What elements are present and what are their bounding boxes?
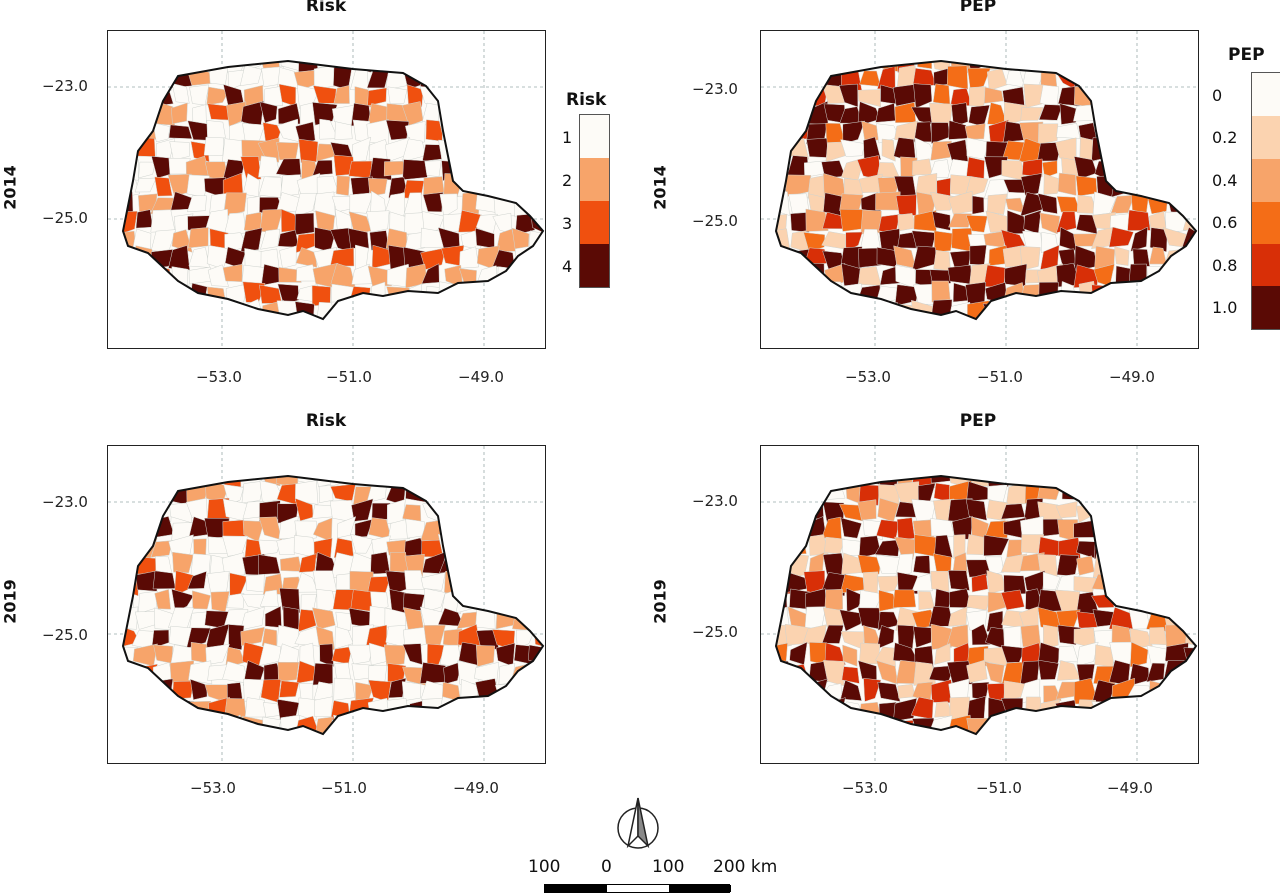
scale-bar-seg-2 [607, 885, 669, 892]
map-pep-2014-svg [761, 31, 1198, 348]
lon-tick-49-tr: −49.0 [1109, 368, 1155, 386]
map-risk-2019-svg [108, 446, 545, 763]
lat-tick-25-br: −25.0 [692, 623, 738, 641]
pep-legend-swatch-0 [1252, 73, 1280, 116]
lon-tick-49-br: −49.0 [1107, 779, 1153, 797]
pep-legend-label-0: 0 [1212, 86, 1223, 105]
map-risk-2014 [107, 30, 546, 349]
pep-legend-swatch-0.2 [1252, 116, 1280, 159]
row-label-2019-right: 2019 [650, 579, 670, 624]
north-arrow-icon [614, 796, 662, 856]
panel-title-pep-2014: PEP [959, 0, 997, 16]
lat-tick-25-bl: −25.0 [42, 626, 88, 644]
panel-title-risk-2014: Risk [305, 0, 347, 16]
lat-tick-25-tr: −25.0 [692, 212, 738, 230]
risk-legend-swatch-2 [580, 158, 609, 201]
panel-title-risk-2019: Risk [305, 411, 347, 431]
risk-legend [579, 114, 610, 288]
scale-label-0: 0 [601, 857, 612, 877]
risk-legend-swatch-4 [580, 244, 609, 287]
map-pep-2019 [760, 445, 1199, 764]
risk-legend-swatch-1 [580, 115, 609, 158]
map-pep-2019-svg [761, 446, 1198, 763]
lat-tick-23-tr: −23.0 [692, 80, 738, 98]
lat-tick-23-br: −23.0 [692, 492, 738, 510]
scale-label-100-left: 100 [528, 857, 561, 877]
pep-legend-title: PEP [1228, 45, 1265, 65]
risk-legend-label-3: 3 [562, 214, 573, 233]
row-label-2019-left: 2019 [0, 579, 20, 624]
pep-legend-swatch-0.6 [1252, 202, 1280, 244]
lon-tick-49-tl: −49.0 [458, 368, 504, 386]
lon-tick-51-bl: −51.0 [321, 779, 367, 797]
lat-tick-23-tl: −23.0 [42, 77, 88, 95]
lon-tick-53-tr: −53.0 [845, 368, 891, 386]
pep-legend-label-0.4: 0.4 [1212, 171, 1238, 190]
pep-legend-label-0.6: 0.6 [1212, 213, 1238, 232]
scale-label-100-right: 100 [652, 857, 685, 877]
pep-legend-swatch-0.8 [1252, 244, 1280, 286]
pep-legend-swatch-0.4 [1252, 159, 1280, 202]
risk-legend-label-4: 4 [562, 257, 573, 276]
lon-tick-51-tr: −51.0 [977, 368, 1023, 386]
risk-legend-title: Risk [566, 90, 607, 110]
lon-tick-51-br: −51.0 [976, 779, 1022, 797]
scale-bar-seg-3 [669, 885, 731, 892]
lon-tick-51-tl: −51.0 [326, 368, 372, 386]
lon-tick-53-bl: −53.0 [190, 779, 236, 797]
pep-legend-label-0.8: 0.8 [1212, 256, 1238, 275]
lon-tick-53-tl: −53.0 [196, 368, 242, 386]
map-pep-2014 [760, 30, 1199, 349]
scale-label-200-km: 200 km [713, 857, 778, 877]
lat-tick-23-bl: −23.0 [42, 493, 88, 511]
pep-legend-label-1.0: 1.0 [1212, 298, 1238, 317]
row-label-2014-right: 2014 [650, 165, 670, 210]
map-risk-2014-svg [108, 31, 545, 348]
risk-legend-label-1: 1 [562, 128, 573, 147]
lon-tick-49-bl: −49.0 [453, 779, 499, 797]
panel-title-pep-2019: PEP [959, 411, 997, 431]
lon-tick-53-br: −53.0 [842, 779, 888, 797]
risk-legend-swatch-3 [580, 201, 609, 244]
lat-tick-25-tl: −25.0 [42, 209, 88, 227]
map-risk-2019 [107, 445, 546, 764]
pep-legend-swatch-1.0 [1252, 286, 1280, 329]
pep-legend [1251, 72, 1280, 330]
scale-bar [544, 884, 731, 893]
row-label-2014-left: 2014 [0, 165, 20, 210]
pep-legend-label-0.2: 0.2 [1212, 128, 1238, 147]
scale-bar-seg-1 [545, 885, 607, 892]
risk-legend-label-2: 2 [562, 171, 573, 190]
